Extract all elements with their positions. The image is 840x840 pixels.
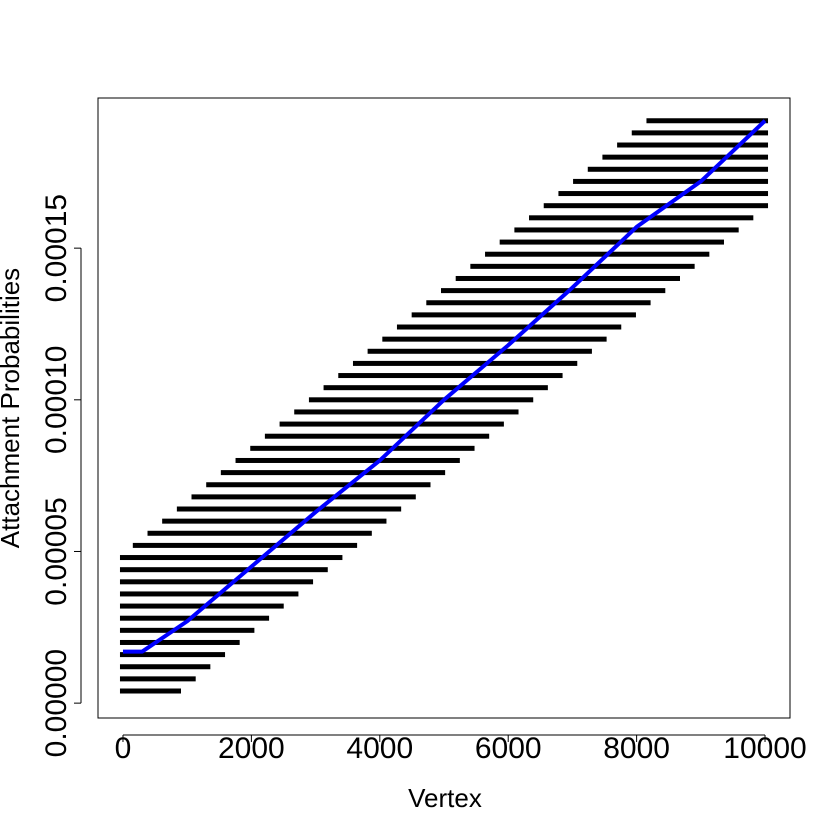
- x-axis-label: Vertex: [408, 783, 482, 813]
- point-band: [587, 166, 769, 172]
- x-tick-label: 6000: [475, 732, 542, 765]
- point-band: [206, 482, 431, 488]
- point-band: [558, 191, 769, 197]
- point-band: [119, 688, 181, 694]
- y-tick-label: 0.00015: [40, 194, 73, 302]
- point-band: [338, 373, 563, 379]
- point-band: [631, 130, 769, 136]
- point-band: [441, 288, 666, 294]
- x-tick-label: 4000: [346, 732, 413, 765]
- point-band: [119, 603, 284, 609]
- point-band: [455, 275, 680, 281]
- y-tick-label: 0.00000: [40, 649, 73, 757]
- point-band: [294, 409, 519, 415]
- point-band: [308, 397, 534, 403]
- point-band: [119, 615, 270, 621]
- point-band: [191, 494, 416, 500]
- point-band: [573, 178, 769, 184]
- point-band: [119, 579, 314, 585]
- x-tick-label: 0: [115, 732, 132, 765]
- point-band: [470, 263, 695, 269]
- point-band: [617, 142, 769, 148]
- point-band: [119, 627, 255, 633]
- y-tick-label: 0.00010: [40, 346, 73, 454]
- point-band: [132, 542, 358, 548]
- point-band: [529, 215, 754, 221]
- point-band: [514, 227, 739, 233]
- point-band: [352, 360, 578, 366]
- point-band: [279, 421, 504, 427]
- point-band: [119, 567, 328, 573]
- point-band: [485, 251, 710, 257]
- point-band: [602, 154, 769, 160]
- y-tick-label: 0.00005: [40, 497, 73, 605]
- point-band: [396, 324, 622, 330]
- point-band: [323, 385, 548, 391]
- x-tick-label: 8000: [603, 732, 670, 765]
- point-band: [499, 239, 724, 245]
- point-band: [119, 639, 240, 645]
- x-tick-label: 2000: [218, 732, 285, 765]
- point-band: [367, 348, 592, 354]
- point-band: [176, 506, 402, 512]
- point-band: [162, 518, 387, 524]
- point-band: [119, 555, 343, 561]
- point-band: [220, 470, 446, 476]
- point-band: [543, 203, 769, 209]
- point-band: [646, 118, 769, 124]
- point-band: [382, 336, 607, 342]
- point-band: [119, 591, 299, 597]
- point-band: [119, 664, 211, 670]
- point-band: [250, 445, 475, 451]
- point-band: [119, 676, 196, 682]
- plot-frame: [97, 97, 791, 719]
- y-axis-label: Attachment Probabilities: [0, 268, 25, 548]
- point-band: [119, 652, 226, 658]
- point-band: [147, 530, 372, 536]
- point-band: [426, 300, 651, 306]
- point-band: [411, 312, 636, 318]
- x-tick-label: 10000: [723, 732, 806, 765]
- trend-line: [122, 119, 767, 654]
- point-band: [264, 433, 490, 439]
- point-band: [235, 457, 460, 463]
